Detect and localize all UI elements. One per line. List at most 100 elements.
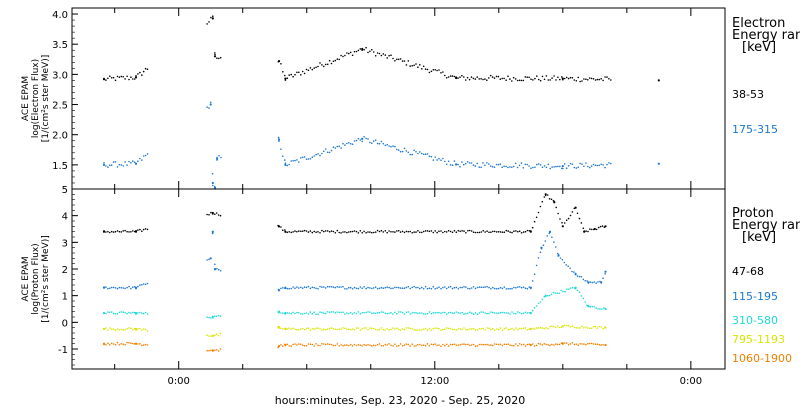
data-point bbox=[342, 345, 344, 347]
data-point bbox=[363, 327, 365, 329]
data-point bbox=[524, 163, 527, 166]
data-point bbox=[305, 286, 308, 289]
data-point bbox=[313, 345, 316, 347]
legend-title-line: Proton bbox=[732, 206, 774, 221]
data-point bbox=[470, 287, 473, 289]
data-point bbox=[486, 285, 488, 288]
data-point bbox=[505, 165, 507, 168]
y-tick-label: 1.5 bbox=[52, 161, 68, 172]
data-point bbox=[338, 286, 341, 289]
data-point bbox=[298, 329, 300, 331]
data-point bbox=[531, 280, 534, 282]
data-point bbox=[432, 286, 435, 288]
data-point bbox=[394, 343, 396, 346]
data-point bbox=[518, 312, 521, 314]
data-point bbox=[507, 328, 510, 331]
data-point bbox=[215, 349, 218, 351]
data-point bbox=[211, 211, 214, 215]
data-point bbox=[346, 52, 348, 54]
data-point bbox=[426, 329, 429, 331]
data-point bbox=[489, 74, 492, 77]
data-point bbox=[397, 344, 400, 347]
data-point bbox=[219, 56, 222, 59]
data-point bbox=[409, 65, 412, 67]
data-point bbox=[319, 232, 321, 234]
data-point bbox=[112, 286, 115, 289]
data-point bbox=[486, 327, 488, 329]
data-point bbox=[545, 166, 548, 169]
data-point bbox=[384, 343, 387, 346]
data-point bbox=[597, 308, 599, 310]
data-point bbox=[493, 287, 496, 290]
data-point bbox=[301, 327, 304, 330]
data-point bbox=[486, 312, 488, 315]
data-point bbox=[215, 212, 218, 214]
data-point bbox=[463, 286, 465, 288]
data-point bbox=[301, 156, 304, 159]
data-point bbox=[146, 228, 149, 231]
data-point bbox=[585, 343, 587, 346]
data-point bbox=[376, 329, 379, 331]
data-point bbox=[444, 328, 446, 331]
data-point bbox=[365, 287, 367, 290]
data-point bbox=[511, 287, 513, 290]
data-point bbox=[359, 286, 362, 288]
data-point bbox=[217, 214, 220, 216]
data-point bbox=[210, 317, 212, 319]
data-point bbox=[413, 231, 415, 233]
data-point bbox=[367, 51, 369, 54]
data-point bbox=[326, 63, 329, 66]
data-point bbox=[214, 334, 216, 337]
data-point bbox=[459, 286, 462, 289]
data-point bbox=[211, 334, 214, 337]
data-point bbox=[277, 136, 280, 139]
data-point bbox=[130, 327, 132, 330]
data-point bbox=[397, 286, 400, 289]
data-point bbox=[353, 140, 356, 142]
data-point bbox=[459, 76, 461, 78]
data-point bbox=[602, 79, 604, 82]
data-point bbox=[563, 163, 566, 165]
data-point bbox=[307, 231, 310, 233]
data-point bbox=[290, 312, 293, 315]
data-point bbox=[545, 327, 547, 329]
data-point bbox=[440, 345, 442, 348]
data-point bbox=[526, 76, 528, 78]
data-point bbox=[323, 328, 325, 331]
data-point bbox=[403, 313, 406, 315]
data-point bbox=[561, 222, 563, 224]
data-point bbox=[107, 287, 109, 290]
data-point bbox=[290, 345, 293, 347]
data-point bbox=[102, 327, 106, 331]
data-point bbox=[296, 230, 298, 233]
data-point bbox=[516, 166, 519, 169]
data-point bbox=[330, 62, 333, 65]
data-point bbox=[109, 344, 111, 346]
data-point bbox=[390, 311, 392, 314]
data-point bbox=[133, 78, 136, 80]
data-point bbox=[558, 326, 561, 329]
data-point bbox=[105, 231, 107, 233]
data-point bbox=[363, 286, 365, 288]
data-point bbox=[560, 289, 562, 292]
data-point bbox=[286, 231, 289, 234]
data-point bbox=[503, 77, 505, 80]
data-point bbox=[344, 144, 346, 146]
data-point bbox=[107, 311, 109, 313]
data-point bbox=[323, 150, 325, 152]
data-point bbox=[509, 313, 511, 315]
legend-title-line: [keV] bbox=[742, 40, 776, 55]
data-point bbox=[422, 313, 425, 315]
data-point bbox=[434, 156, 437, 158]
data-point bbox=[365, 232, 367, 234]
data-point bbox=[520, 79, 523, 82]
data-point bbox=[122, 343, 124, 346]
data-point bbox=[284, 229, 286, 231]
data-point bbox=[476, 162, 479, 165]
data-point bbox=[134, 162, 138, 165]
data-point bbox=[219, 332, 222, 335]
data-point bbox=[491, 76, 494, 78]
x-axis-label: hours:minutes, Sep. 23, 2020 - Sep. 25, … bbox=[275, 394, 526, 407]
legend-title-line: Energy ranges bbox=[732, 28, 800, 43]
data-point bbox=[288, 74, 291, 76]
